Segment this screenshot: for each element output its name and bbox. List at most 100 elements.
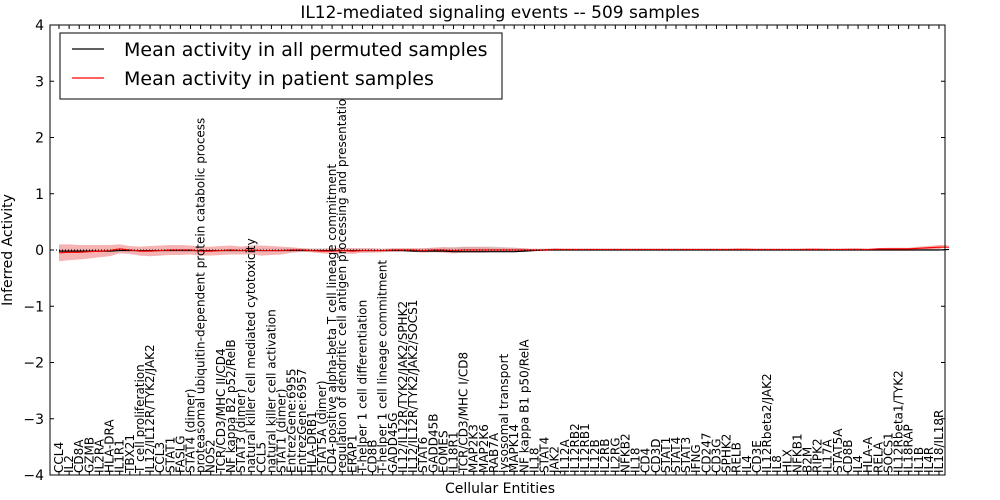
x-tick-label: RELA [871, 441, 885, 473]
x-tick-label: IL4 [851, 455, 865, 473]
x-tick-label: IL12Rbeta1/TYK2 [892, 370, 906, 473]
line-series-1 [58, 246, 950, 254]
y-tick-label: 3 [35, 74, 44, 90]
legend-label-permuted: Mean activity in all permuted samples [124, 39, 487, 61]
x-tick-label: HLA-DRB1 [305, 411, 319, 473]
x-tick-label: NOS2 [204, 439, 218, 473]
x-tick-label: NFKB1 [790, 433, 804, 473]
x-tick-label: IL2RA [92, 438, 106, 473]
band-series-1 [59, 244, 950, 262]
x-tick-label: IL18R1 [446, 432, 460, 473]
x-tick-label: RIPK2 [811, 438, 825, 473]
x-tick-label: STAT1 [659, 437, 673, 473]
x-tick-label: IFNG [689, 444, 703, 473]
x-tick-label: STAT4 (dimer) [183, 389, 197, 473]
x-tick-label: MAP2K3 [467, 424, 481, 473]
x-tick-label: CCL3 [153, 442, 167, 473]
x-tick-label: NF kappa B1 p50/RelA [517, 339, 531, 473]
y-tick-label: 2 [35, 131, 44, 147]
x-tick-label: IL2 [62, 455, 76, 473]
x-tick-label: IL18 [629, 448, 643, 474]
x-tick-label: B2M [801, 447, 815, 473]
x-tick-label: CD8A [72, 439, 86, 473]
x-tick-label: IL8 [770, 455, 784, 473]
y-tick-label: −3 [23, 412, 44, 428]
x-tick-label: IL1R1 [113, 439, 127, 473]
x-tick-label: IL12/IL12R/TYK2/JAK2/SPHK2 [396, 301, 410, 473]
x-tick-label: CCL4 [52, 442, 66, 473]
x-tick-label: IL12A [558, 439, 572, 473]
x-tick-label: IL2RG [608, 438, 622, 474]
x-tick-label: HLA-DRA [103, 419, 117, 473]
x-tick-label: STAT1 [163, 437, 177, 473]
x-tick-label: T cell proliferation [133, 364, 147, 474]
x-tick-label: SOCS1 [881, 432, 895, 473]
x-tick-label: T-helper 1 cell differentiation [355, 300, 369, 474]
x-tick-label: lysosomal transport [497, 353, 511, 473]
x-tick-label: IL1B [912, 447, 926, 473]
x-tick-label: IL12Rbeta2/JAK2 [760, 373, 774, 473]
y-axis-label: Inferred Activity [0, 194, 16, 306]
x-tick-label: ERAP1 [345, 434, 359, 473]
x-tick-label: TCR/CD3/MHC II/CD4 [214, 348, 228, 474]
x-tick-label: CD3G [709, 438, 723, 473]
x-tick-label: IL12B [588, 439, 602, 473]
x-tick-label: STAT4 [538, 437, 552, 473]
x-tick-label: EntrezGene:6957 [295, 369, 309, 474]
x-tick-label: IL18RAP [902, 424, 916, 473]
x-tick-label: STAT1 (dimer) [275, 389, 289, 473]
x-tick-label: STAT3 [679, 437, 693, 473]
x-tick-label: STAT5A (dimer) [315, 380, 329, 473]
legend-label-patient: Mean activity in patient samples [124, 68, 434, 90]
x-tick-label: CD4 [639, 448, 653, 473]
legend: Mean activity in all permuted samples Me… [59, 32, 503, 100]
plot-area-frame [49, 24, 946, 476]
x-tick-label: RAB7A [487, 432, 501, 473]
x-tick-label: STAT5A [831, 428, 845, 473]
legend-box [59, 32, 503, 100]
x-tick-label: IL12/IL12R/TYK2/JAK2 [143, 344, 157, 473]
x-tick-label: regulation of dendritic cell antigen pro… [335, 91, 349, 473]
x-tick-label: natural killer cell activation [264, 309, 278, 473]
x-tick-label: TCR/CD3/MHC I/CD8 [457, 352, 471, 474]
x-tick-label: GZMB [82, 437, 96, 473]
x-tick-label: NFKB2 [618, 433, 632, 473]
y-tick-label: −4 [23, 468, 44, 484]
x-tick-label: HLA-A [861, 436, 875, 473]
y-axis-ticks: −4 −3 −2 −1 0 1 2 3 4 [23, 18, 945, 484]
x-tick-label: STAT6 [416, 437, 430, 473]
x-tick-label: FASLG [173, 435, 187, 473]
x-tick-label: IL4R [922, 447, 936, 473]
x-tick-label: IL18/IL18R [932, 410, 946, 473]
y-tick-label: −1 [23, 299, 44, 315]
x-tick-label: GADD45G [386, 412, 400, 473]
x-axis-label: Cellular Entities [445, 481, 555, 497]
x-tick-label: CD8B [841, 440, 855, 474]
x-tick-label: SPHK2 [720, 434, 734, 473]
x-tick-label: STAT3 (dimer) [234, 389, 248, 473]
x-tick-label: IL12/IL12R/TYK2/JAK2/SOCS1 [406, 300, 420, 473]
x-tick-label: CD247 [699, 432, 713, 473]
x-tick-label: natural killer cell mediated cytotoxicit… [244, 238, 258, 473]
x-tick-label: STAT4 [669, 437, 683, 473]
x-tick-label: MAP2K6 [477, 424, 491, 473]
x-tick-label: IL17A [821, 439, 835, 473]
y-tick-label: 0 [35, 243, 44, 259]
x-tick-label: CD8B [366, 440, 380, 474]
x-tick-label: IL2RB [598, 439, 612, 473]
x-tick-label: HLX [780, 449, 794, 473]
x-tick-label: T-helper 1 cell lineage commitment [376, 260, 390, 474]
x-tick-label: EOMES [436, 430, 450, 473]
y-tick-label: −2 [23, 356, 44, 372]
y-tick-label: 4 [35, 18, 44, 34]
x-tick-label: CD3E [750, 440, 764, 473]
y-tick-label: 1 [35, 187, 44, 203]
x-tick-label: GADD45B [426, 414, 440, 474]
x-tick-label: IL12RB2 [568, 423, 582, 473]
x-tick-label: MAPK14 [507, 424, 521, 473]
x-tick-label: TBX21 [123, 434, 137, 474]
x-tick-label: proteasomal ubiquitin-dependent protein … [194, 118, 208, 473]
x-tick-label: EntrezGene:6955 [285, 369, 299, 474]
